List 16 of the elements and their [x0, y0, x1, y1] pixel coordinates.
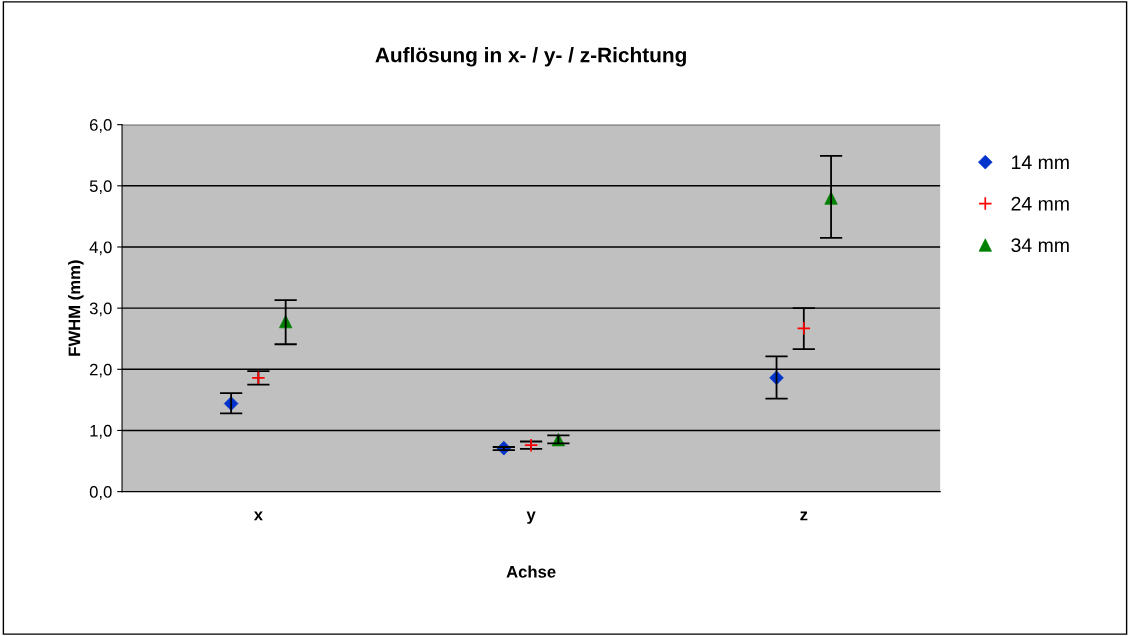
- y-tick-label: 0,0: [89, 486, 112, 500]
- y-axis-title: FWHM (mm): [68, 260, 84, 356]
- x-tick-label: x: [253, 511, 263, 521]
- y-tick-label: 3,0: [89, 302, 112, 317]
- x-tick-label: y: [526, 511, 536, 524]
- legend-label: 14 mm: [1012, 155, 1069, 169]
- legend-label: 24 mm: [1011, 196, 1069, 211]
- legend-label: 34 mm: [1011, 238, 1069, 253]
- y-tick-label: 4,0: [89, 241, 112, 256]
- y-tick-label: 6,0: [90, 119, 112, 133]
- x-tick-label: z: [800, 511, 808, 521]
- chart-title: Auflösung in x- / y- / z-Richtung: [375, 47, 686, 67]
- y-tick-label: 2,0: [89, 363, 112, 378]
- x-axis-title: Achse: [506, 565, 556, 578]
- y-tick-label: 5,0: [89, 180, 112, 194]
- y-tick-label: 1,0: [90, 424, 112, 439]
